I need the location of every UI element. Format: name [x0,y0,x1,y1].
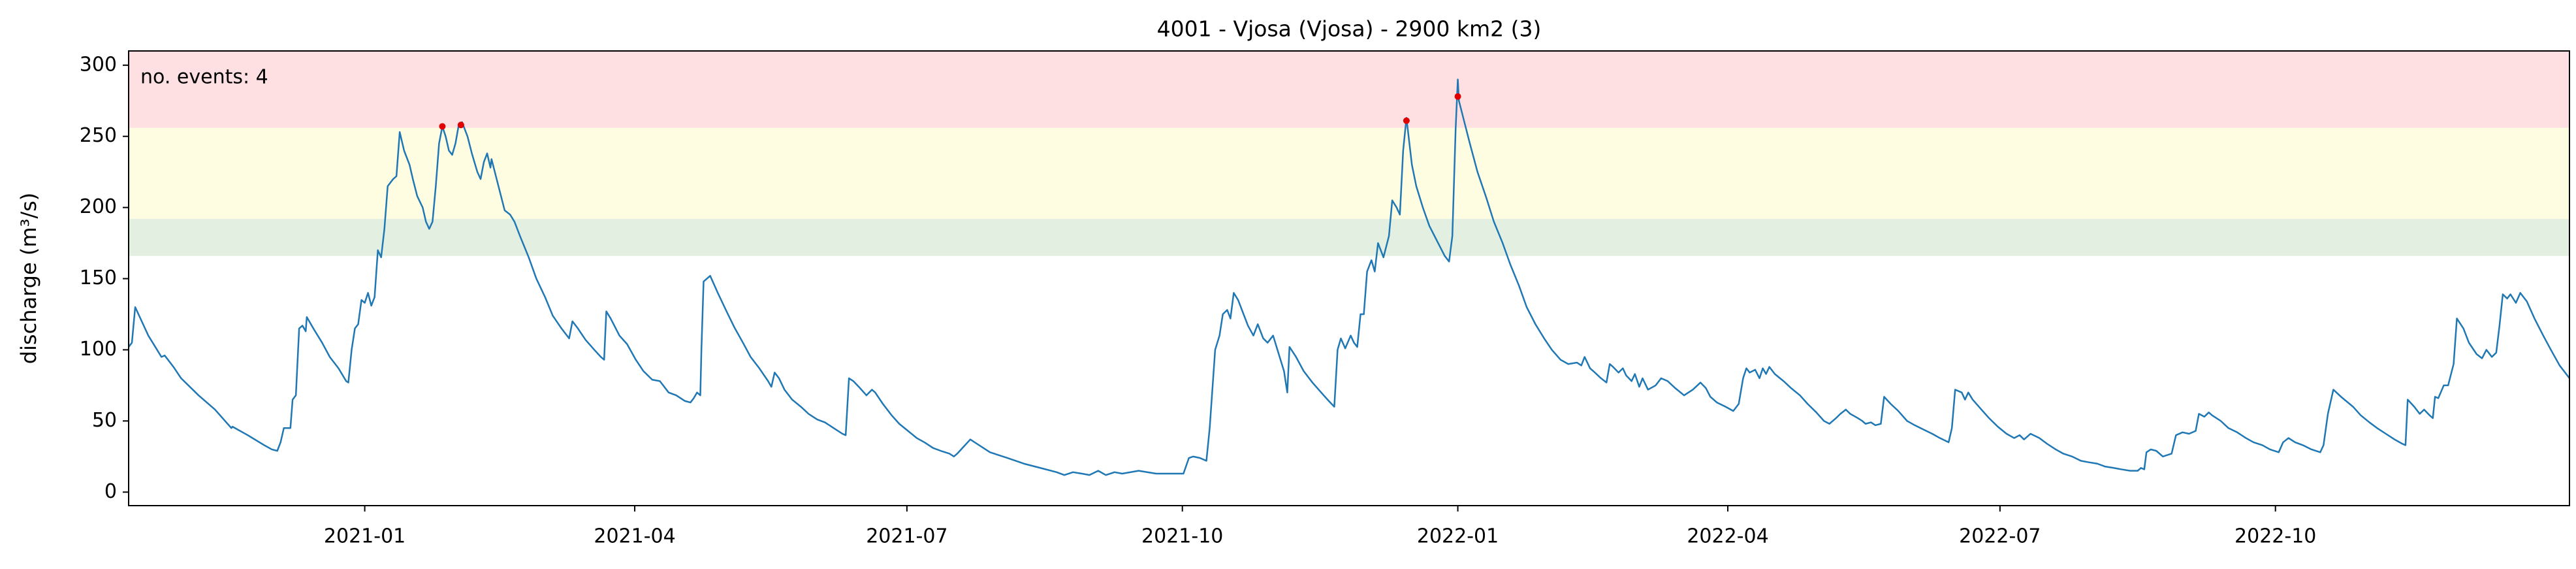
y-tick-label: 200 [80,195,117,218]
x-tick-label: 2022-10 [2234,525,2316,548]
y-tick-label: 250 [80,124,117,147]
x-tick-label: 2022-04 [1687,525,1768,548]
event-marker [1403,117,1410,124]
x-tick-label: 2021-04 [594,525,675,548]
y-axis-label: discharge (m³/s) [16,193,41,365]
event-marker [439,123,446,130]
threshold-band [129,51,2569,128]
y-tick-label: 100 [80,338,117,361]
y-tick-label: 0 [104,480,117,503]
discharge-line [129,78,2569,476]
x-tick-label: 2022-01 [1417,525,1499,548]
x-tick-label: 2022-07 [1959,525,2041,548]
chart-title: 4001 - Vjosa (Vjosa) - 2900 km2 (3) [1157,16,1542,42]
y-tick-label: 300 [80,53,117,76]
threshold-band [129,219,2569,256]
y-tick-label: 50 [92,409,117,432]
x-tick-label: 2021-10 [1141,525,1223,548]
plot-frame [128,50,2570,506]
x-tick-label: 2021-07 [866,525,947,548]
annotation: no. events: 4 [140,66,268,89]
y-tick-label: 150 [80,267,117,289]
x-tick-label: 2021-01 [324,525,405,548]
event-marker [1454,93,1461,100]
threshold-band [129,127,2569,219]
event-marker [457,122,464,129]
